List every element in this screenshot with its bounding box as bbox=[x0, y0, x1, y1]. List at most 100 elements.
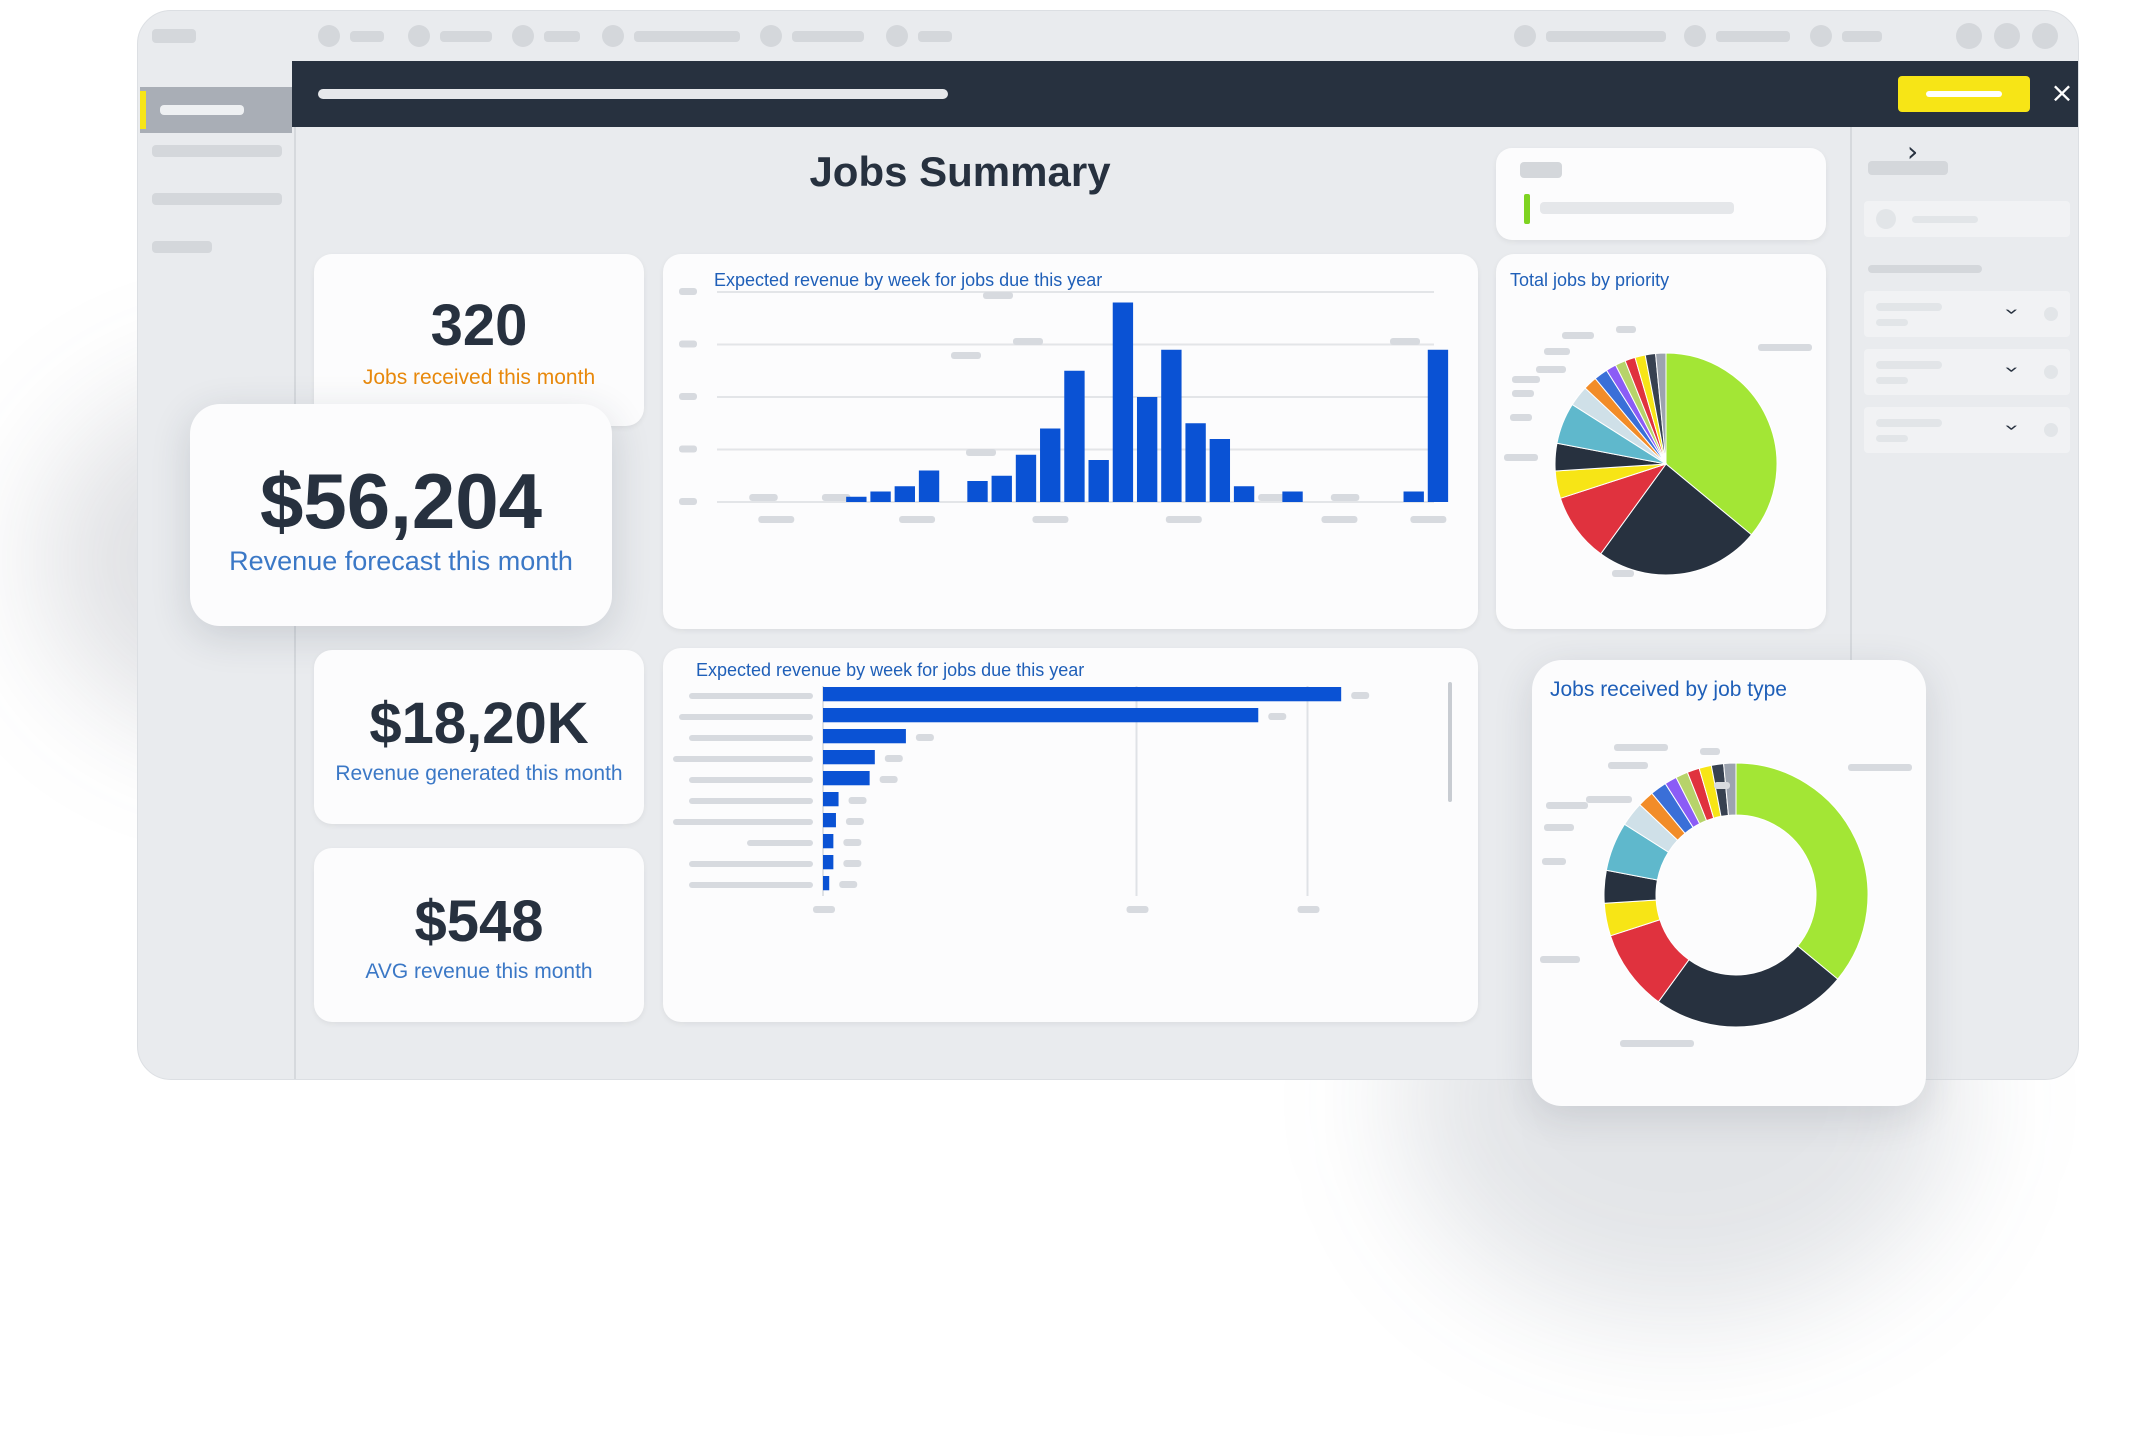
slice-label bbox=[1544, 348, 1570, 355]
close-icon[interactable]: × bbox=[2050, 76, 2074, 109]
chart-title: Expected revenue by week for jobs due th… bbox=[696, 660, 1085, 680]
filter-dropdown[interactable] bbox=[1864, 407, 2070, 453]
bar bbox=[823, 834, 834, 849]
slice-label bbox=[1612, 570, 1634, 577]
slice-label bbox=[1616, 326, 1636, 333]
bar bbox=[823, 687, 1342, 702]
x-tick-label bbox=[899, 516, 936, 523]
x-tick-label bbox=[1297, 906, 1320, 913]
bar-placeholder bbox=[821, 494, 851, 501]
kpi-label: Jobs received this month bbox=[362, 366, 596, 389]
chart-title: Total jobs by priority bbox=[1510, 270, 1670, 290]
window-control-icon[interactable] bbox=[1956, 23, 1982, 49]
chart-title: Expected revenue by week for jobs due th… bbox=[714, 270, 1103, 290]
toolbar-item[interactable] bbox=[1842, 31, 1882, 42]
toolbar-tab[interactable] bbox=[350, 31, 384, 42]
bar bbox=[823, 876, 830, 891]
toolbar-tab-icon[interactable] bbox=[602, 25, 624, 47]
bar bbox=[1209, 439, 1231, 502]
filter-dot bbox=[2044, 307, 2058, 321]
chevron-down-icon[interactable]: › bbox=[1996, 365, 2027, 374]
bar bbox=[1136, 397, 1158, 502]
toolbar-tab[interactable] bbox=[634, 31, 740, 42]
filter-dropdown[interactable] bbox=[1864, 349, 2070, 395]
filter-value bbox=[1876, 435, 1908, 442]
toolbar-item-icon[interactable] bbox=[1514, 25, 1536, 47]
kpi-card-revenue-generated: $18,20K Revenue generated this month bbox=[314, 650, 644, 824]
toolbar-tab[interactable] bbox=[544, 31, 580, 42]
category-label bbox=[689, 735, 813, 741]
toolbar-item-icon[interactable] bbox=[1684, 25, 1706, 47]
toolbar-tab[interactable] bbox=[792, 31, 864, 42]
data-label bbox=[879, 776, 898, 783]
chevron-down-icon[interactable]: › bbox=[1996, 423, 2027, 432]
toolbar-tab-icon[interactable] bbox=[760, 25, 782, 47]
category-label bbox=[689, 861, 813, 867]
kpi-label: Revenue generated this month bbox=[335, 762, 623, 785]
toolbar-tab-icon[interactable] bbox=[318, 25, 340, 47]
toolbar-tab-icon[interactable] bbox=[512, 25, 534, 47]
x-tick-label bbox=[1410, 516, 1447, 523]
mini-card-value bbox=[1540, 202, 1734, 214]
kpi-value: $18,20K bbox=[369, 691, 589, 756]
filter-search[interactable] bbox=[1864, 201, 2070, 237]
slice-label bbox=[1608, 762, 1648, 769]
bar bbox=[894, 486, 915, 502]
slice-label bbox=[1546, 802, 1588, 809]
filter-dropdown[interactable] bbox=[1864, 291, 2070, 337]
window-control-icon[interactable] bbox=[2032, 23, 2058, 49]
data-label bbox=[983, 292, 1013, 299]
data-label bbox=[1013, 338, 1043, 345]
kpi-card-avg-revenue: $548 AVG revenue this month bbox=[314, 848, 644, 1022]
bar bbox=[1088, 460, 1109, 502]
bar bbox=[823, 708, 1259, 723]
sidebar-item[interactable] bbox=[152, 241, 212, 253]
report-header-bar: × bbox=[292, 61, 2078, 127]
bar bbox=[1282, 491, 1303, 502]
slice-label bbox=[1540, 956, 1580, 963]
y-tick-label bbox=[679, 393, 697, 400]
toolbar-item[interactable] bbox=[1546, 31, 1666, 42]
toolbar-tab[interactable] bbox=[440, 31, 492, 42]
chevron-right-icon[interactable]: › bbox=[1907, 135, 1919, 168]
toolbar-item[interactable] bbox=[1716, 31, 1790, 42]
sidebar-item[interactable] bbox=[152, 193, 282, 205]
toolbar-item-icon[interactable] bbox=[1810, 25, 1832, 47]
chevron-down-icon[interactable]: › bbox=[1996, 307, 2027, 316]
slice-label bbox=[1620, 1040, 1694, 1047]
pie-slice bbox=[1665, 352, 1778, 536]
bar-placeholder bbox=[749, 494, 778, 501]
priority-pie-card: Total jobs by priority bbox=[1496, 254, 1826, 629]
bar bbox=[967, 481, 988, 502]
bar bbox=[1112, 302, 1134, 502]
toolbar-tab[interactable] bbox=[918, 31, 952, 42]
sidebar-item-active[interactable] bbox=[140, 87, 292, 133]
weekly-revenue-hbar-chart bbox=[673, 682, 1452, 913]
pie-slice bbox=[1735, 762, 1869, 980]
window-control-icon[interactable] bbox=[1994, 23, 2020, 49]
bar bbox=[1185, 423, 1206, 502]
primary-action-button[interactable] bbox=[1898, 76, 2030, 112]
bar bbox=[846, 496, 867, 502]
priority-pie-chart bbox=[1504, 326, 1812, 577]
filter-dot bbox=[2044, 423, 2058, 437]
toolbar-tab-icon[interactable] bbox=[408, 25, 430, 47]
sidebar-item[interactable] bbox=[152, 145, 282, 157]
bar bbox=[823, 729, 906, 744]
bar bbox=[1427, 349, 1449, 502]
sidebar-item-label bbox=[160, 105, 244, 115]
kpi-value: $548 bbox=[414, 889, 544, 954]
category-label bbox=[673, 819, 813, 825]
data-label bbox=[884, 755, 903, 762]
bar bbox=[918, 470, 940, 502]
toolbar-tab-icon[interactable] bbox=[886, 25, 908, 47]
bar bbox=[1015, 454, 1037, 502]
data-label bbox=[1390, 338, 1420, 345]
category-label bbox=[689, 777, 813, 783]
bar bbox=[1403, 491, 1424, 502]
y-tick-label bbox=[679, 288, 697, 295]
active-indicator bbox=[140, 91, 146, 129]
data-label bbox=[843, 860, 862, 867]
pie-slice bbox=[1723, 762, 1737, 816]
